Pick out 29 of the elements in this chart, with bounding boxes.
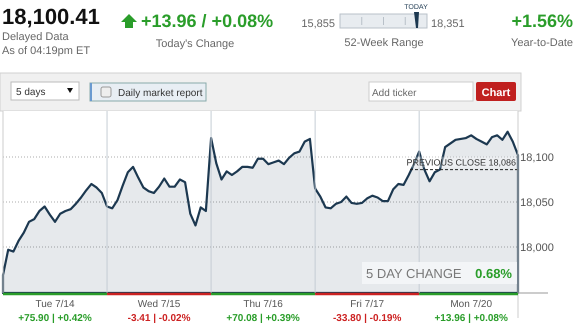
text: Delayed Data [2,31,70,43]
text: Chart [482,87,511,99]
text: +1.56% [511,11,573,31]
text: +75.90 | +0.42% [18,313,92,323]
text: 15,855 [301,18,335,30]
annotation: 0.68% [475,266,512,281]
x-tick-label: Tue 7/14 [35,299,76,310]
text: Daily market report [118,88,203,99]
text: Add ticker [372,88,418,99]
text: As of 04:19pm ET [2,45,90,57]
text: Year-to-Date [511,37,573,49]
text: +13.96 | +0.08% [434,313,508,323]
x-tick-label: Fri 7/17 [350,299,385,310]
x-tick-label: Mon 7/20 [450,299,492,310]
annotation: 5 DAY CHANGE [366,266,462,281]
text: 18,351 [431,18,465,30]
y-tick-label: 18,000 [520,242,554,254]
chart-title: 18,100.41 [2,4,100,29]
text: 52-Week Range [344,37,424,49]
text: -33.80 | -0.19% [332,313,402,323]
text: +13.96 / +0.08% [141,11,274,31]
y-tick-label: 18,100 [520,152,554,164]
x-tick-label: Wed 7/15 [138,299,181,310]
text: +70.08 | +0.39% [226,313,300,323]
text: Today's Change [156,38,234,50]
x-tick-label: Thu 7/16 [243,299,284,310]
text: 5 days [16,87,46,98]
text: -3.41 | -0.02% [128,313,191,323]
y-tick-label: 18,050 [520,197,554,209]
